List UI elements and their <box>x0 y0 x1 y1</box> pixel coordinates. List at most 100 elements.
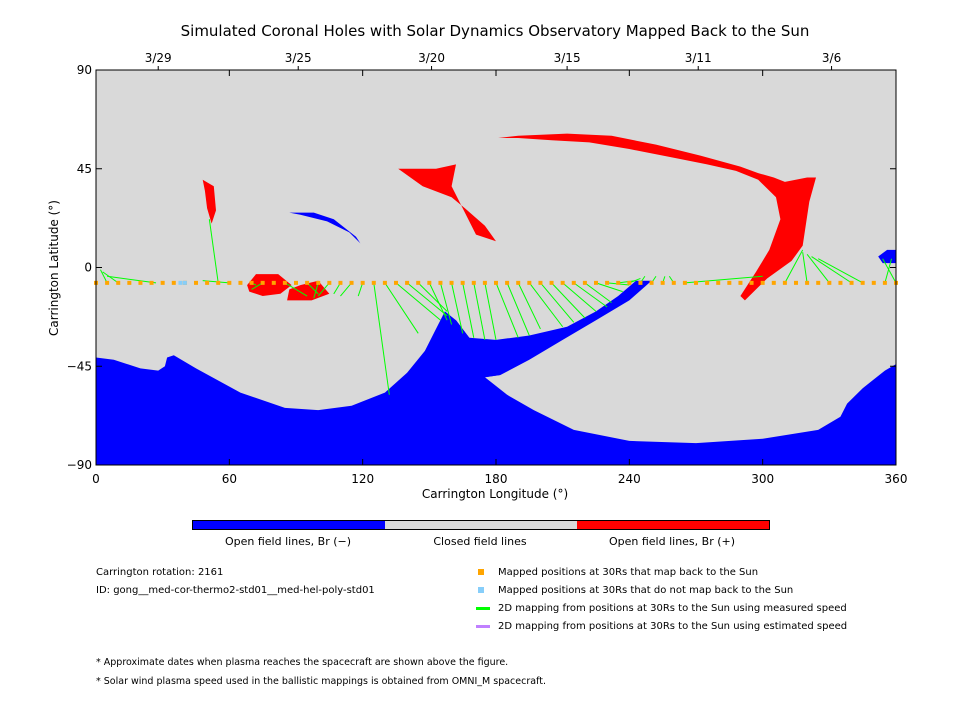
measured-mapping-line <box>551 282 586 319</box>
measured-mapping-line <box>340 282 352 297</box>
mapped-point <box>760 280 765 285</box>
mapped-point <box>349 280 354 285</box>
measured-mapping-line <box>495 282 519 338</box>
mapped-point <box>438 280 443 285</box>
region-diagonal-patch <box>398 164 496 242</box>
mapped-point <box>705 280 710 285</box>
legend-swatch-unmapped <box>478 587 484 593</box>
legend-label-mapped: Mapped positions at 30Rs that map back t… <box>498 567 759 578</box>
mapped-point <box>194 280 198 285</box>
mapped-point <box>338 280 343 285</box>
measured-mapping-line <box>884 258 893 283</box>
measured-mapping-line <box>811 256 852 284</box>
mapped-point <box>805 280 810 285</box>
mapped-point <box>816 280 821 285</box>
mapped-point <box>394 280 398 285</box>
mapped-point <box>371 280 376 285</box>
mapped-point <box>460 280 465 285</box>
x-tick-label: 300 <box>751 472 774 486</box>
date-tick-label: 3/11 <box>685 51 712 65</box>
mapped-point <box>382 280 387 285</box>
measured-mapping-line <box>102 271 119 284</box>
mapped-point <box>216 280 221 285</box>
mapped-point <box>727 280 732 285</box>
mapped-point <box>827 280 832 285</box>
mapped-point <box>605 280 610 285</box>
measured-mapping-line <box>384 282 419 334</box>
measured-mapping-line <box>562 282 597 312</box>
x-tick-label: 0 <box>92 472 100 486</box>
unmapped-point <box>182 280 187 285</box>
mapped-point <box>327 280 332 285</box>
colorbar-label-open-positive: Open field lines, Br (+) <box>608 535 736 548</box>
measured-mapping-line <box>528 282 564 328</box>
x-axis-label: Carrington Longitude (°) <box>422 487 568 501</box>
mapped-point <box>149 280 154 285</box>
mapped-point <box>838 280 843 285</box>
y-tick-label: 90 <box>77 63 92 77</box>
legend-label-unmapped: Mapped positions at 30Rs that do not map… <box>498 585 794 596</box>
mapped-point <box>227 280 232 285</box>
measured-mapping-line <box>451 282 464 334</box>
x-tick-label: 240 <box>618 472 641 486</box>
measured-mapping-line <box>395 282 441 321</box>
mapped-point <box>849 280 854 285</box>
mapped-point <box>205 280 210 285</box>
mapped-point <box>471 280 476 285</box>
measured-mapping-line <box>573 282 608 308</box>
mapped-point <box>560 280 565 285</box>
x-tick-label: 180 <box>485 472 508 486</box>
unmapped-point <box>178 280 183 285</box>
mapped-point <box>449 280 454 285</box>
measured-mapping-line <box>357 282 364 297</box>
coronal-hole-map: Simulated Coronal Holes with Solar Dynam… <box>47 22 908 501</box>
mapped-point <box>116 280 121 285</box>
footnote-dates: * Approximate dates when plasma reaches … <box>96 657 509 668</box>
date-tick-label: 3/25 <box>285 51 312 65</box>
mapped-point <box>271 280 276 285</box>
mapped-point <box>160 280 165 285</box>
measured-mapping-line <box>802 252 808 283</box>
region-blue-arc <box>289 212 361 244</box>
mapped-point <box>860 280 865 285</box>
measured-mapping-line <box>373 282 390 395</box>
measured-mapping-line <box>208 219 219 283</box>
measured-mapping-line <box>806 254 830 284</box>
measured-mapping-line <box>406 282 448 317</box>
mapped-point <box>405 280 410 285</box>
y-tick-label: −45 <box>67 359 92 373</box>
colorbar-open-positive <box>577 521 769 529</box>
measured-mapping-line <box>313 282 319 299</box>
region-small-north-patch <box>202 179 216 224</box>
mapped-point <box>260 280 265 285</box>
measured-mapping-line <box>584 282 612 304</box>
mapped-point <box>416 280 421 285</box>
region-southern-channel <box>447 320 501 378</box>
measured-mapping-line <box>284 282 308 297</box>
mapped-point <box>305 280 310 285</box>
colorbar <box>192 520 770 530</box>
mapped-point <box>871 280 876 285</box>
mapped-point <box>694 280 698 285</box>
mapped-point <box>316 280 321 285</box>
mapped-point <box>360 280 365 285</box>
y-tick-label: −90 <box>67 458 92 472</box>
colorbar-open-negative <box>193 521 385 529</box>
measured-mapping-line <box>484 282 497 341</box>
mapped-point <box>549 280 554 285</box>
mapped-point <box>682 280 687 285</box>
mapped-point <box>882 280 887 285</box>
mapped-point <box>482 280 487 285</box>
legend-label-estimated: 2D mapping from positions at 30Rs to the… <box>498 621 848 632</box>
measured-mapping-line <box>107 275 157 284</box>
x-tick-label: 360 <box>885 472 908 486</box>
x-tick-label: 60 <box>222 472 237 486</box>
model-id-text: ID: gong__med-cor-thermo2-std01__med-hel… <box>96 585 375 596</box>
y-axis-label: Carrington Latitude (°) <box>47 200 61 336</box>
measured-mapping-line <box>784 249 804 284</box>
mapped-point <box>771 280 776 285</box>
mapped-point <box>782 280 787 285</box>
mapped-point <box>127 280 132 285</box>
colorbar-label-open-negative: Open field lines, Br (−) <box>224 535 352 548</box>
measured-mapping-line <box>517 282 541 330</box>
